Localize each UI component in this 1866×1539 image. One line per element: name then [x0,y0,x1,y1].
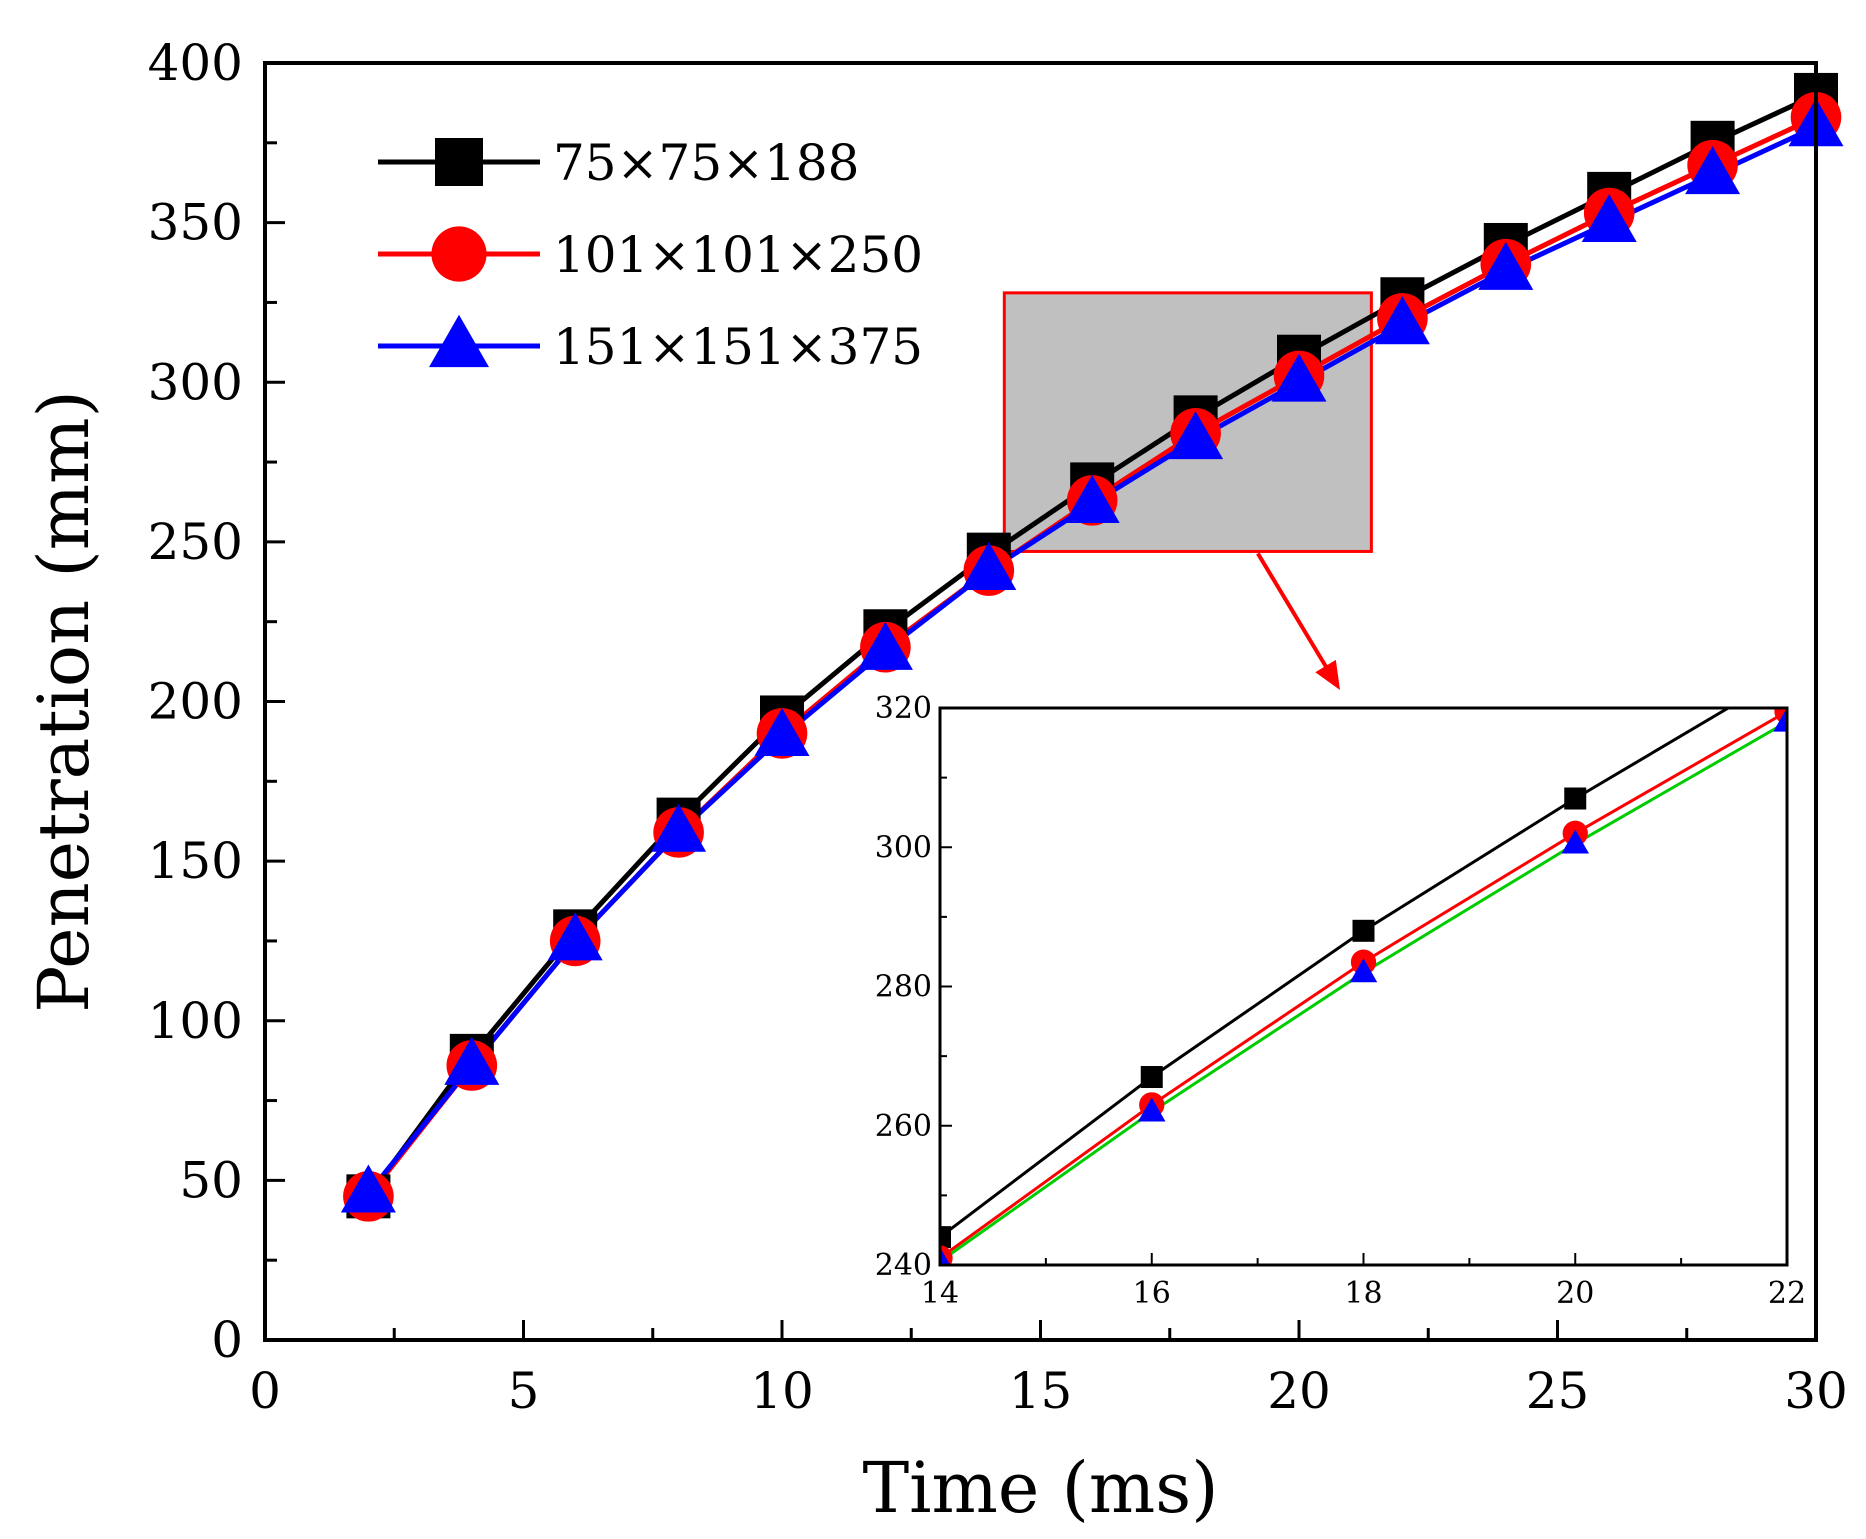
x-tick-label: 25 [1526,1362,1590,1420]
inset-series-3-point [1349,958,1378,983]
inset-y-tick-label: 300 [875,830,932,865]
series-3-point [1374,296,1430,345]
series-3-point [1064,474,1120,523]
series-3-point [1685,146,1741,195]
inset-x-tick-label: 22 [1768,1276,1806,1311]
inset-x-tick-label: 18 [1344,1276,1382,1311]
legend-label-3: 151×151×375 [553,318,923,376]
series-3-point [857,621,913,670]
inset-series-3-point [1138,1097,1166,1122]
legend-marker-2 [431,226,487,282]
inset-data [940,662,1798,1265]
inset-y-tick-label: 280 [875,970,932,1005]
x-tick-label: 30 [1784,1362,1848,1420]
x-axis-title: Time (ms) [862,1447,1218,1529]
legend-label-1: 75×75×188 [553,134,859,192]
x-tick-label: 10 [750,1362,814,1420]
inset-plot: 14 16 18 20 22 240 260 280 300 320 [875,662,1806,1311]
x-tick-label: 15 [1009,1362,1073,1420]
inset-x-tick-label: 14 [921,1276,959,1311]
inset-background [940,708,1787,1265]
series-3-point [547,912,603,961]
legend-marker-3 [429,314,489,368]
inset-y-tick-label: 260 [875,1109,932,1144]
series-3-point [1478,241,1534,290]
inset-series-3-point [940,1247,951,1265]
y-tick-label: 0 [211,1311,243,1369]
series-3-point [961,541,1017,591]
inset-y-tick-label: 320 [875,691,932,726]
y-tick-label: 300 [148,353,243,411]
y-tick-label: 100 [148,992,243,1050]
series-3-point [1168,411,1224,460]
y-tick-label: 50 [179,1151,243,1209]
series-3-point [444,1036,500,1085]
inset-series-3-point [1561,829,1589,854]
y-tick-label: 150 [148,832,243,890]
series-3-point [340,1164,396,1213]
x-tick-label: 0 [249,1362,281,1420]
series-3-point [1271,353,1327,402]
zoom-arrow-head [1315,659,1340,690]
inset-series-1-point [1776,662,1798,684]
y-tick-label: 250 [148,513,243,571]
legend: 75×75×188 101×101×250 151×151×375 [378,134,923,376]
inset-series-1-point [940,1226,951,1249]
inset-x-tick-label: 20 [1556,1276,1594,1311]
series-3-point [754,707,810,757]
y-tick-label: 400 [148,34,243,92]
inset-series-1-point [1564,787,1587,810]
inset-x-tick-label: 16 [1133,1276,1171,1311]
legend-label-2: 101×101×250 [553,226,923,284]
x-tick-label: 5 [508,1362,540,1420]
x-tick-label: 20 [1267,1362,1331,1420]
y-tick-label: 200 [148,673,243,731]
zoom-arrow-line [1256,552,1336,682]
y-axis-title: Penetration (mm) [23,390,105,1013]
series-3-point [1581,193,1637,243]
inset-series-1-point [1140,1066,1163,1089]
inset-y-tick-label: 240 [875,1248,932,1283]
inset-series-1-point [1352,919,1375,942]
main-plot: 0 5 10 15 20 25 30050100150200250300350400Time… [23,34,1848,1529]
inset-series-3-point [1773,708,1787,732]
y-tick-label: 350 [148,194,243,252]
series-3-point [651,803,707,852]
legend-marker-1 [435,138,483,186]
